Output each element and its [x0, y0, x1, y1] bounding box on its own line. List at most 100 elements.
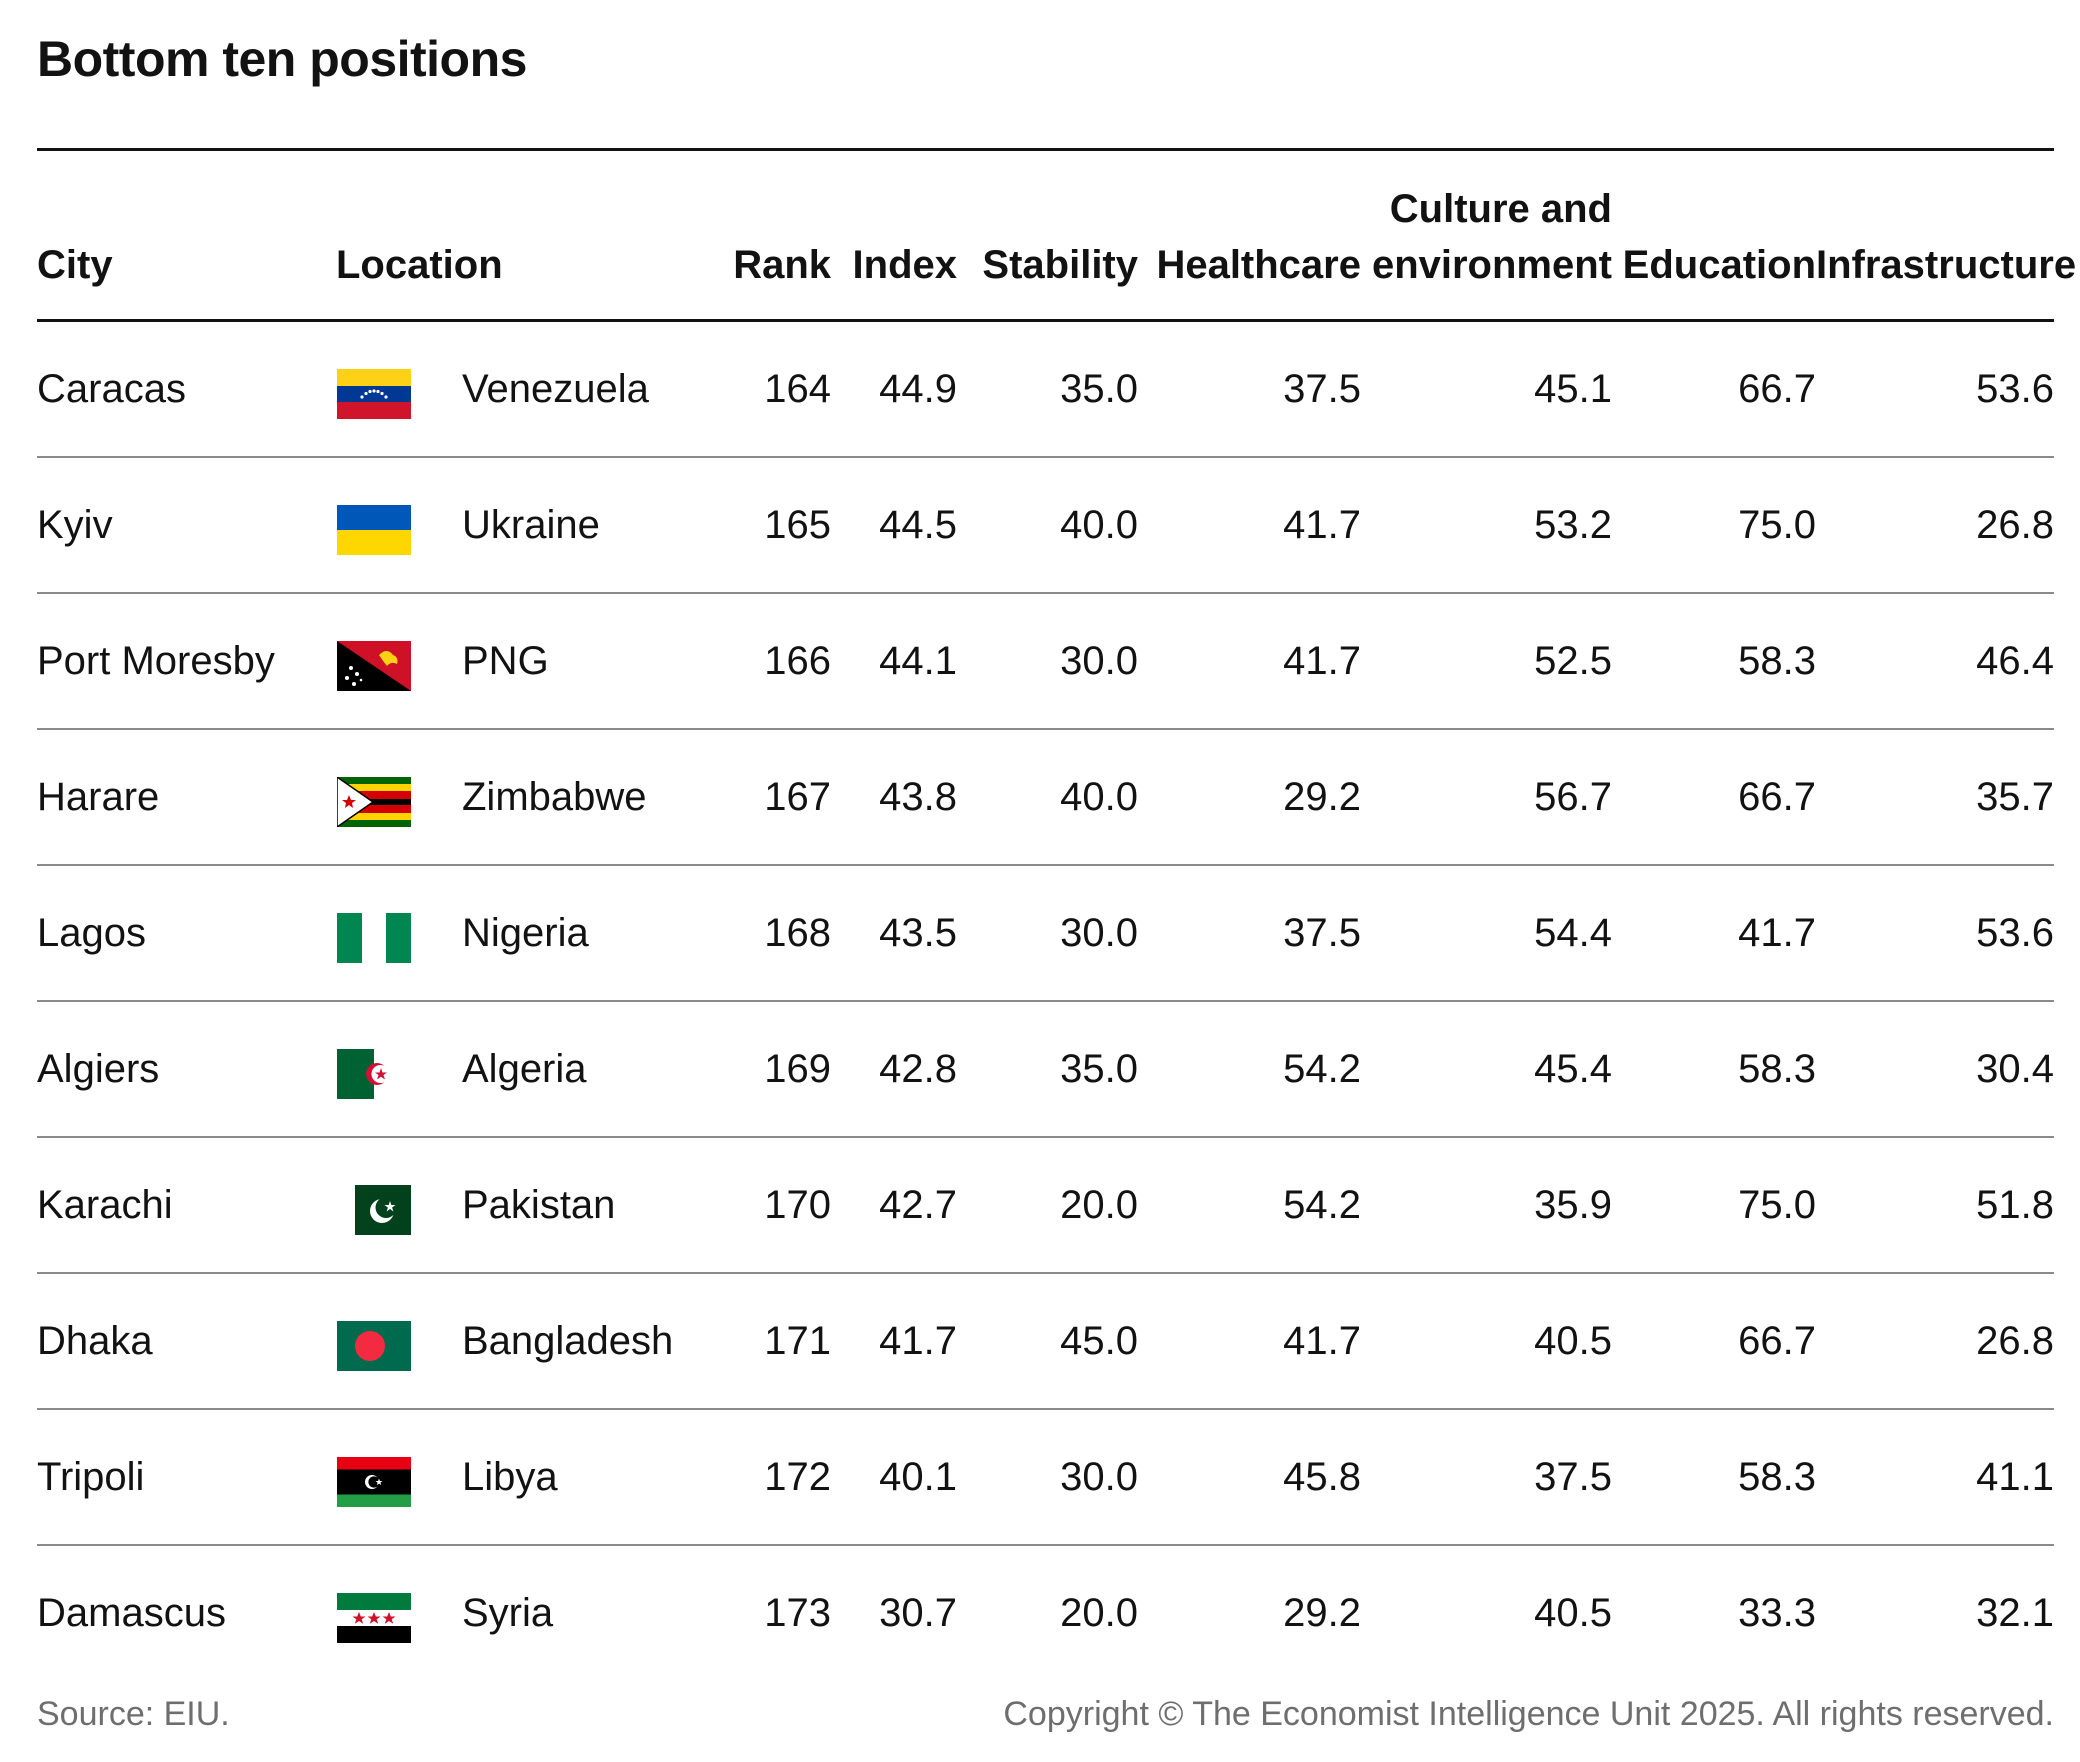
infrastructure-cell: 51.8: [1976, 1183, 2054, 1227]
table-row: Caracas Venezuela 164 44.9 35.0 37.5 45.1 66.7 5…: [37, 322, 2054, 458]
location-cell: Zimbabwe: [462, 775, 647, 819]
education-cell: 58.3: [1738, 1455, 1816, 1499]
culture-cell: 56.7: [1534, 775, 1612, 819]
city-cell: Lagos: [37, 911, 146, 955]
rank-cell: 170: [764, 1183, 831, 1227]
location-cell: Bangladesh: [462, 1319, 674, 1363]
nigeria-flag-icon: [337, 913, 411, 963]
location-cell: PNG: [462, 639, 549, 683]
stability-cell: 40.0: [1060, 503, 1138, 547]
source-note: Source: EIU.: [37, 1695, 230, 1733]
city-cell: Damascus: [37, 1591, 226, 1635]
city-cell: Caracas: [37, 367, 186, 411]
table-row: Port Moresby PNG 166 44.1 30.0 41.7 52.5 58.3 46…: [37, 594, 2054, 730]
header-rank: Rank: [733, 243, 831, 287]
city-cell: Karachi: [37, 1183, 173, 1227]
index-cell: 40.1: [879, 1455, 957, 1499]
infrastructure-cell: 53.6: [1976, 911, 2054, 955]
culture-cell: 35.9: [1534, 1183, 1612, 1227]
education-cell: 75.0: [1738, 503, 1816, 547]
table-row: Algiers Algeria 169 42.8 35.0 54.2 45.4 58.3 30.…: [37, 1002, 2054, 1138]
education-cell: 75.0: [1738, 1183, 1816, 1227]
culture-cell: 37.5: [1534, 1455, 1612, 1499]
index-cell: 42.7: [879, 1183, 957, 1227]
healthcare-cell: 29.2: [1283, 1591, 1361, 1635]
stability-cell: 45.0: [1060, 1319, 1138, 1363]
table-row: Harare Zimbabwe 167 43.8 40.0 29.2 56.7 66.7 35.…: [37, 730, 2054, 866]
culture-cell: 45.1: [1534, 367, 1612, 411]
table-row: Damascus Syria 173 30.7 20.0 29.2 40.5 33.3 32.1: [37, 1546, 2054, 1680]
data-table: City Location Rank Index Stability Healt…: [37, 151, 2076, 1680]
location-cell: Libya: [462, 1455, 558, 1499]
index-cell: 43.5: [879, 911, 957, 955]
infrastructure-cell: 26.8: [1976, 503, 2054, 547]
table-header: City Location Rank Index Stability Healt…: [37, 151, 2076, 322]
healthcare-cell: 37.5: [1283, 911, 1361, 955]
stability-cell: 40.0: [1060, 775, 1138, 819]
png-flag-icon: [337, 641, 411, 691]
infrastructure-cell: 35.7: [1976, 775, 2054, 819]
stability-cell: 20.0: [1060, 1591, 1138, 1635]
location-cell: Algeria: [462, 1047, 587, 1091]
education-cell: 33.3: [1738, 1591, 1816, 1635]
syria-flag-icon: [337, 1593, 411, 1643]
rank-cell: 165: [764, 503, 831, 547]
rank-cell: 166: [764, 639, 831, 683]
header-healthcare: Healthcare: [1156, 243, 1361, 287]
education-cell: 66.7: [1738, 775, 1816, 819]
header-culture-line2: environment: [1371, 243, 1612, 287]
location-cell: Nigeria: [462, 911, 589, 955]
stability-cell: 35.0: [1060, 1047, 1138, 1091]
infrastructure-cell: 41.1: [1976, 1455, 2054, 1499]
stability-cell: 35.0: [1060, 367, 1138, 411]
healthcare-cell: 41.7: [1283, 503, 1361, 547]
education-cell: 58.3: [1738, 639, 1816, 683]
healthcare-cell: 45.8: [1283, 1455, 1361, 1499]
ukraine-flag-icon: [337, 505, 411, 555]
infrastructure-cell: 46.4: [1976, 639, 2054, 683]
header-location: Location: [336, 243, 503, 287]
culture-cell: 52.5: [1534, 639, 1612, 683]
culture-cell: 40.5: [1534, 1591, 1612, 1635]
stability-cell: 30.0: [1060, 639, 1138, 683]
city-cell: Kyiv: [37, 503, 113, 547]
index-cell: 44.9: [879, 367, 957, 411]
table-row: Kyiv Ukraine 165 44.5 40.0 41.7 53.2 75.0 26.8: [37, 458, 2054, 594]
header-index: Index: [852, 243, 957, 287]
stability-cell: 30.0: [1060, 911, 1138, 955]
rank-cell: 173: [764, 1591, 831, 1635]
culture-cell: 53.2: [1534, 503, 1612, 547]
page-title: Bottom ten positions: [37, 31, 527, 87]
table-body: Caracas Venezuela 164 44.9 35.0 37.5 45.1 66.7 5…: [37, 322, 2054, 1680]
healthcare-cell: 54.2: [1283, 1047, 1361, 1091]
culture-cell: 54.4: [1534, 911, 1612, 955]
healthcare-cell: 54.2: [1283, 1183, 1361, 1227]
rank-cell: 168: [764, 911, 831, 955]
copyright-note: Copyright © The Economist Intelligence U…: [1003, 1695, 2054, 1733]
index-cell: 41.7: [879, 1319, 957, 1363]
stability-cell: 30.0: [1060, 1455, 1138, 1499]
infrastructure-cell: 30.4: [1976, 1047, 2054, 1091]
stability-cell: 20.0: [1060, 1183, 1138, 1227]
location-cell: Pakistan: [462, 1183, 616, 1227]
education-cell: 58.3: [1738, 1047, 1816, 1091]
education-cell: 41.7: [1738, 911, 1816, 955]
header-culture-line1: Culture and: [1389, 187, 1612, 231]
index-cell: 43.8: [879, 775, 957, 819]
top-rule: [37, 148, 2054, 151]
venezuela-flag-icon: [337, 369, 411, 419]
rank-cell: 172: [764, 1455, 831, 1499]
index-cell: 30.7: [879, 1591, 957, 1635]
algeria-flag-icon: [337, 1049, 411, 1099]
city-cell: Tripoli: [37, 1455, 145, 1499]
index-cell: 44.1: [879, 639, 957, 683]
libya-flag-icon: [337, 1457, 411, 1507]
rank-cell: 169: [764, 1047, 831, 1091]
education-cell: 66.7: [1738, 367, 1816, 411]
culture-cell: 40.5: [1534, 1319, 1612, 1363]
rank-cell: 167: [764, 775, 831, 819]
table-row: Dhaka Bangladesh 171 41.7 45.0 41.7 40.5 66.7 26…: [37, 1274, 2054, 1410]
city-cell: Port Moresby: [37, 639, 275, 683]
infrastructure-cell: 53.6: [1976, 367, 2054, 411]
culture-cell: 45.4: [1534, 1047, 1612, 1091]
